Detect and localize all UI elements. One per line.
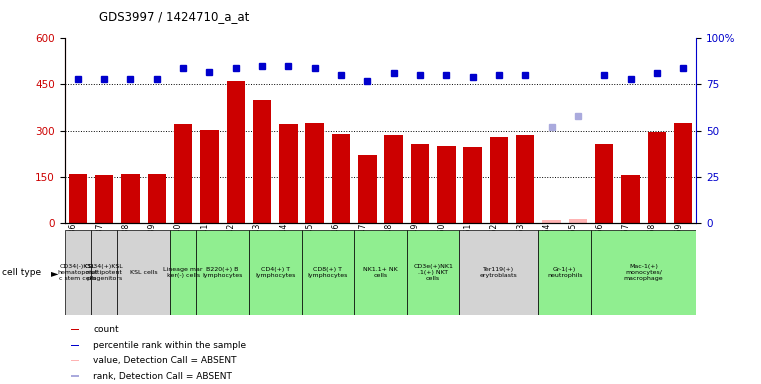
Bar	[568, 219, 587, 223]
Bar	[674, 123, 693, 223]
Bar	[200, 130, 218, 223]
Bar	[117, 230, 170, 315]
Text: CD4(+) T
lymphocytes: CD4(+) T lymphocytes	[255, 267, 295, 278]
Text: GSM686652: GSM686652	[490, 223, 499, 269]
Text: GSM686654: GSM686654	[543, 223, 552, 269]
Bar	[648, 132, 666, 223]
Text: Ter119(+)
erytroblasts: Ter119(+) erytroblasts	[480, 267, 517, 278]
Bar	[253, 100, 271, 223]
Text: count: count	[93, 325, 119, 334]
Text: GSM686658: GSM686658	[648, 223, 657, 269]
Bar	[71, 345, 79, 346]
Text: GDS3997 / 1424710_a_at: GDS3997 / 1424710_a_at	[99, 10, 250, 23]
Bar	[91, 230, 117, 315]
Bar	[65, 230, 91, 315]
Text: CD8(+) T
lymphocytes: CD8(+) T lymphocytes	[307, 267, 348, 278]
Text: GSM686656: GSM686656	[595, 223, 604, 269]
Bar	[121, 174, 140, 223]
Text: KSL cells: KSL cells	[130, 270, 158, 275]
Text: CD34(-)KSL
hematopoiet
c stem cells: CD34(-)KSL hematopoiet c stem cells	[58, 264, 98, 281]
Bar	[539, 230, 591, 315]
Bar	[71, 329, 79, 331]
Text: ►: ►	[51, 268, 59, 278]
Text: CD34(+)KSL
multipotent
progenitors: CD34(+)KSL multipotent progenitors	[84, 264, 123, 281]
Bar	[71, 360, 79, 361]
Bar	[332, 134, 350, 223]
Bar	[249, 230, 301, 315]
Bar	[354, 230, 407, 315]
Text: GSM686641: GSM686641	[200, 223, 209, 269]
Text: GSM686639: GSM686639	[148, 223, 157, 269]
Bar	[305, 123, 324, 223]
Text: GSM686646: GSM686646	[332, 223, 341, 269]
Text: GSM686640: GSM686640	[174, 223, 183, 269]
Text: GSM686655: GSM686655	[569, 223, 578, 269]
Text: GSM686650: GSM686650	[438, 223, 446, 269]
Bar	[148, 174, 166, 223]
Text: GSM686642: GSM686642	[227, 223, 236, 269]
Bar	[358, 155, 377, 223]
Text: GSM686653: GSM686653	[516, 223, 525, 269]
Text: cell type: cell type	[2, 268, 40, 277]
Text: B220(+) B
lymphocytes: B220(+) B lymphocytes	[202, 267, 243, 278]
Text: GSM686659: GSM686659	[674, 223, 683, 269]
Text: GSM686636: GSM686636	[68, 223, 78, 269]
Text: GSM686645: GSM686645	[306, 223, 315, 269]
Text: GSM686638: GSM686638	[122, 223, 130, 269]
Bar	[279, 124, 298, 223]
Bar	[437, 146, 456, 223]
Bar	[95, 175, 113, 223]
Text: CD3e(+)NK1
.1(+) NKT
cells: CD3e(+)NK1 .1(+) NKT cells	[413, 264, 453, 281]
Bar	[196, 230, 249, 315]
Text: value, Detection Call = ABSENT: value, Detection Call = ABSENT	[93, 356, 237, 365]
Text: GSM686649: GSM686649	[411, 223, 420, 269]
Bar	[460, 230, 539, 315]
Text: Lineage mar
ker(-) cells: Lineage mar ker(-) cells	[164, 267, 203, 278]
Text: GSM686657: GSM686657	[622, 223, 631, 269]
Text: GSM686651: GSM686651	[463, 223, 473, 269]
Bar	[490, 137, 508, 223]
Bar	[516, 135, 534, 223]
Bar	[68, 174, 87, 223]
Bar	[543, 220, 561, 223]
Bar	[71, 376, 79, 377]
Text: percentile rank within the sample: percentile rank within the sample	[93, 341, 247, 350]
Text: rank, Detection Call = ABSENT: rank, Detection Call = ABSENT	[93, 371, 232, 381]
Bar	[595, 144, 613, 223]
Bar	[384, 135, 403, 223]
Bar	[411, 144, 429, 223]
Text: Mac-1(+)
monocytes/
macrophage: Mac-1(+) monocytes/ macrophage	[624, 264, 664, 281]
Bar	[463, 147, 482, 223]
Bar	[170, 230, 196, 315]
Bar	[591, 230, 696, 315]
Text: GSM686647: GSM686647	[358, 223, 368, 269]
Text: GSM686648: GSM686648	[384, 223, 393, 269]
Text: GSM686644: GSM686644	[279, 223, 288, 269]
Bar	[227, 81, 245, 223]
Text: NK1.1+ NK
cells: NK1.1+ NK cells	[363, 267, 398, 278]
Text: GSM686643: GSM686643	[253, 223, 262, 269]
Bar	[301, 230, 354, 315]
Bar	[621, 175, 640, 223]
Bar	[174, 124, 193, 223]
Text: GSM686637: GSM686637	[95, 223, 104, 269]
Bar	[407, 230, 460, 315]
Text: Gr-1(+)
neutrophils: Gr-1(+) neutrophils	[547, 267, 582, 278]
